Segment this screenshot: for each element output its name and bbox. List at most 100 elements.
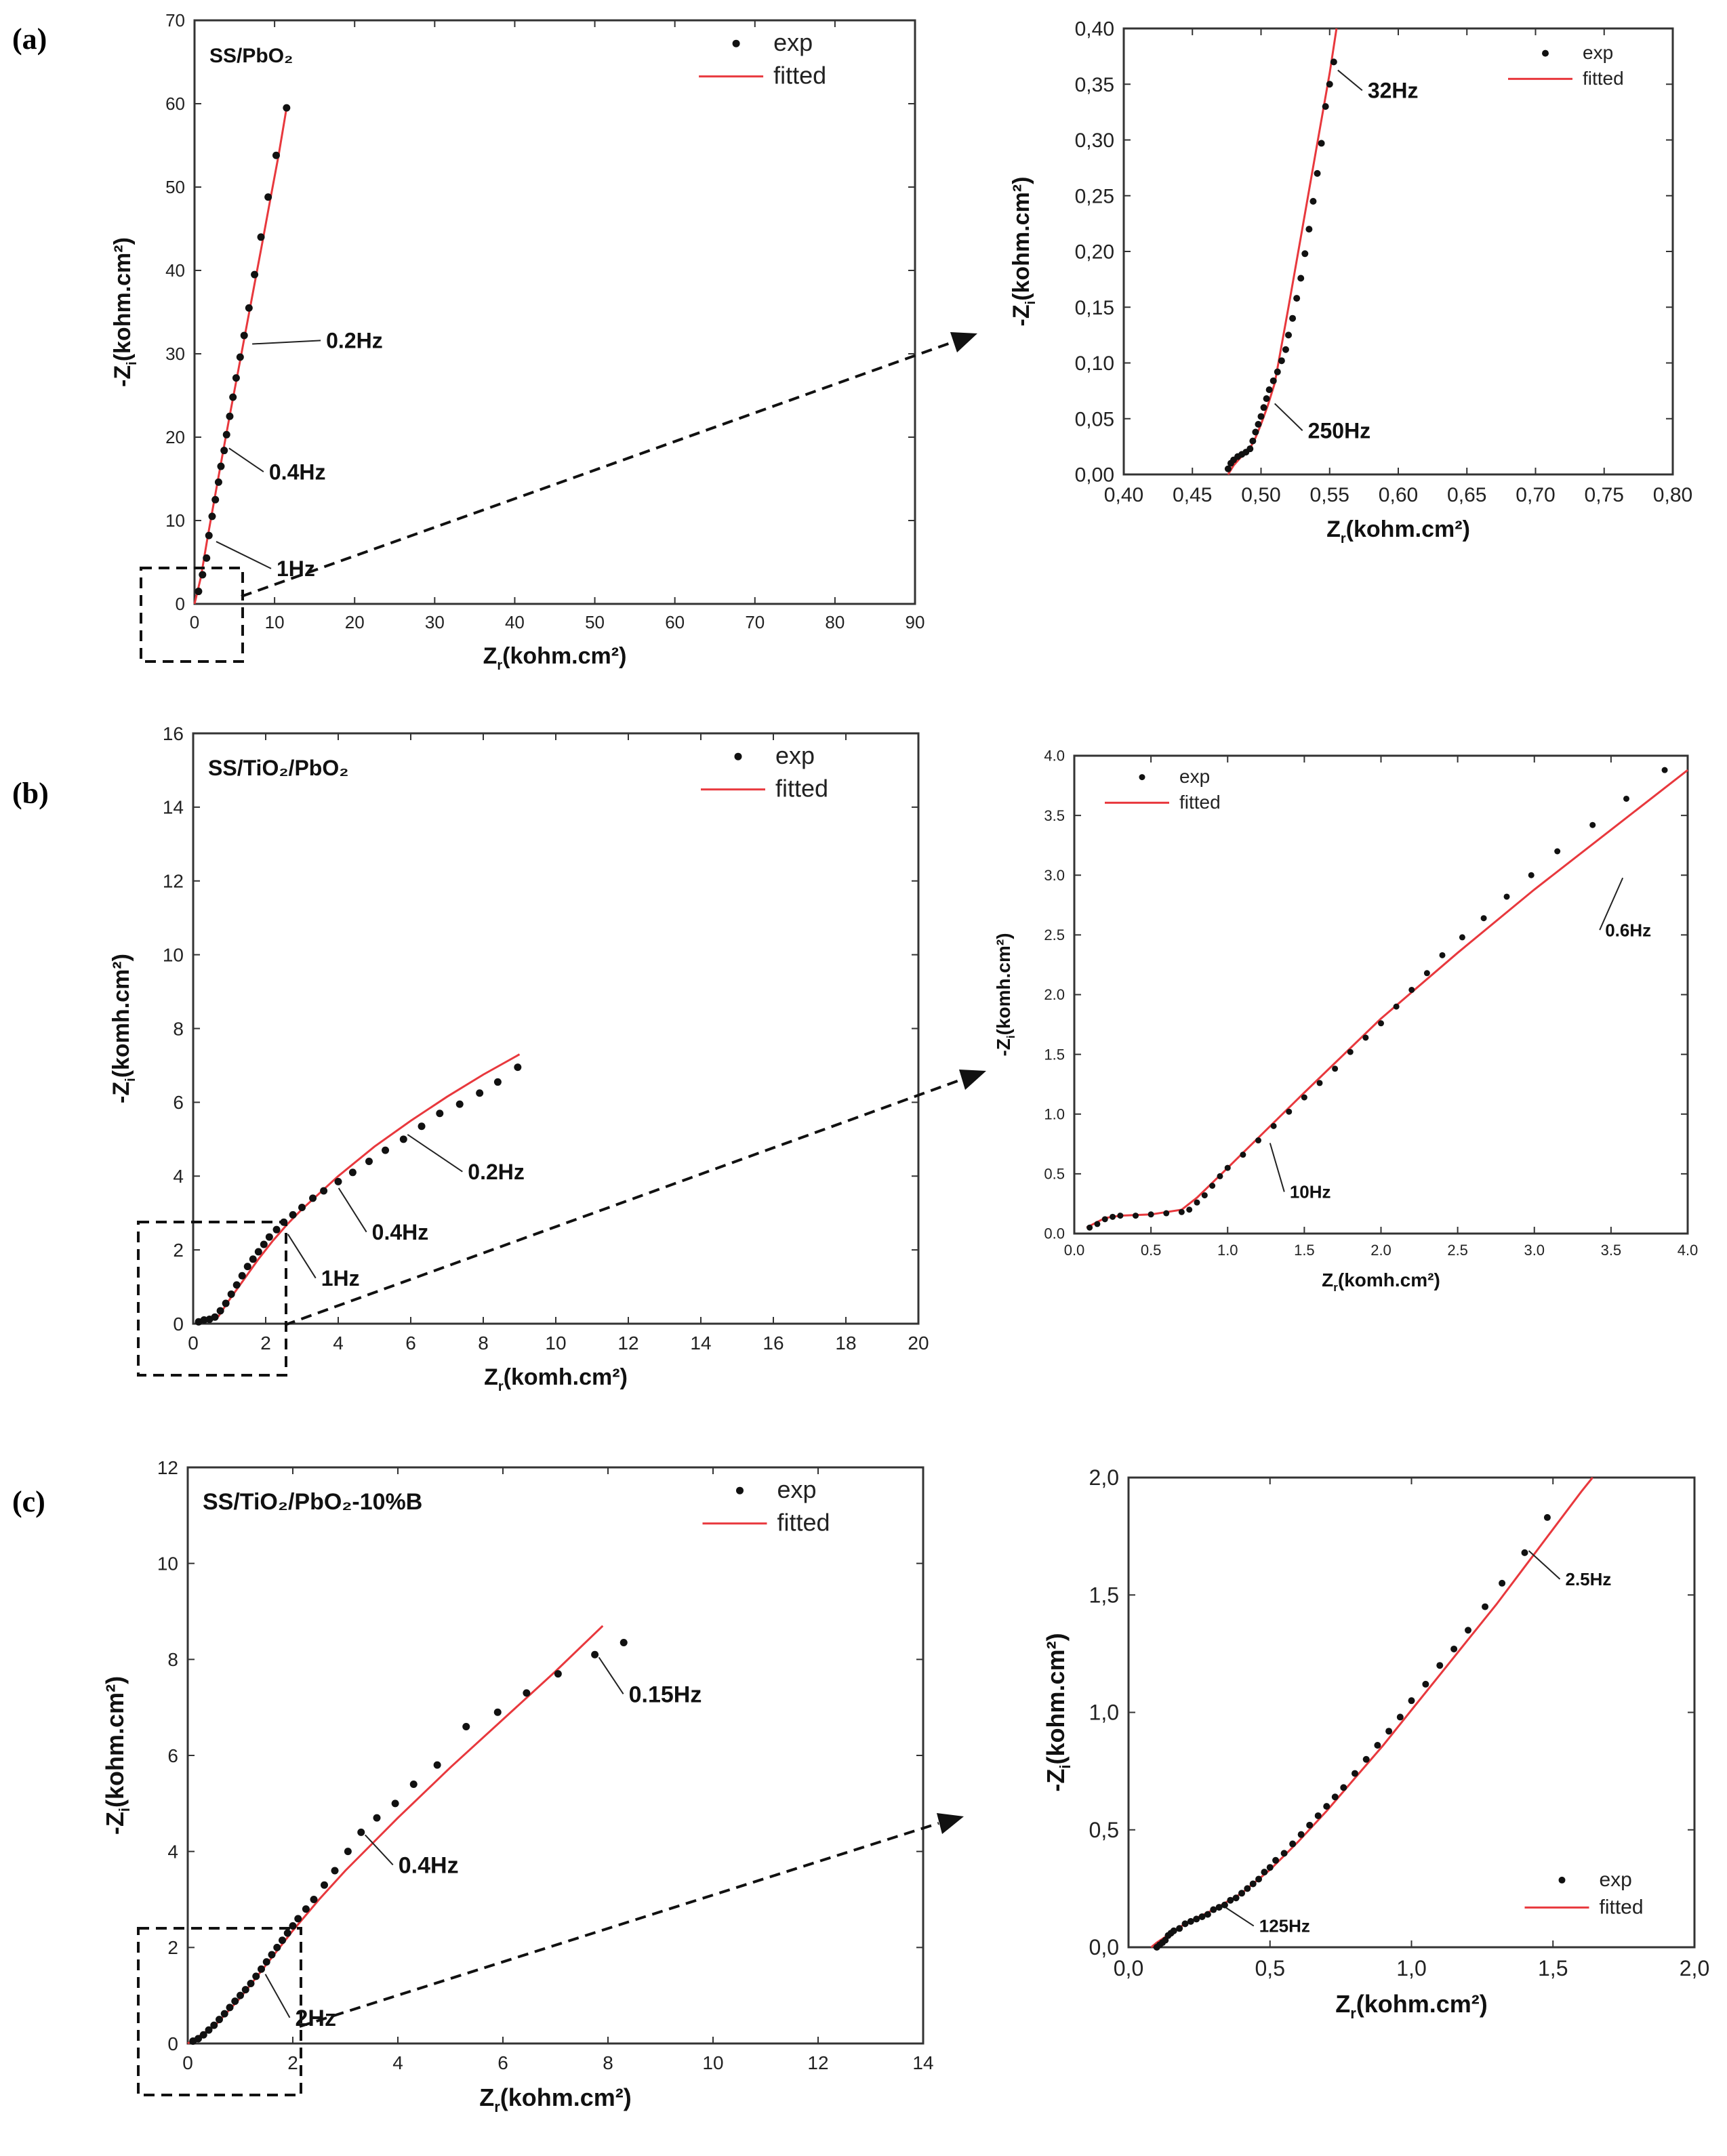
- y-tick-label: 20: [165, 427, 185, 447]
- exp-point: [493, 1708, 502, 1716]
- exp-point: [1176, 1925, 1183, 1932]
- y-tick-label: 16: [163, 723, 184, 744]
- exp-point: [247, 1979, 255, 1987]
- zoom-arrow-a: [241, 341, 953, 598]
- exp-point: [1278, 357, 1285, 365]
- arrowhead-c: [937, 1813, 964, 1834]
- exp-point: [1436, 1662, 1444, 1669]
- x-tick-label: 14: [690, 1333, 711, 1354]
- exp-point: [1589, 821, 1596, 828]
- exp-point: [1378, 1020, 1384, 1027]
- exp-point: [238, 1272, 246, 1280]
- zoom-box-c: [137, 1927, 302, 2096]
- exp-point: [1186, 1206, 1193, 1213]
- exp-point: [1306, 1821, 1314, 1829]
- chart-title: SS/TiO₂/PbO₂: [208, 756, 348, 780]
- exp-point: [1194, 1199, 1200, 1206]
- x-tick-label: 4: [392, 2052, 403, 2073]
- legend-fitted-label: fitted: [777, 1509, 830, 1537]
- exp-point: [1482, 1603, 1489, 1610]
- y-tick-label: 0,20: [1075, 241, 1114, 264]
- annotation-leader: [598, 1656, 624, 1694]
- exp-point: [1255, 1137, 1261, 1144]
- exp-point: [1623, 795, 1629, 802]
- exp-point: [391, 1799, 399, 1808]
- y-tick-label: 8: [173, 1018, 184, 1039]
- x-axis-label: Zr(kohm.cm²): [479, 2083, 632, 2115]
- exp-point: [334, 1177, 342, 1185]
- exp-point: [1352, 1770, 1358, 1777]
- legend-exp-marker: [1558, 1876, 1566, 1884]
- y-tick-label: 4: [173, 1166, 184, 1187]
- exp-point: [462, 1723, 470, 1730]
- exp-point: [476, 1089, 484, 1097]
- exp-point: [1269, 377, 1277, 384]
- exp-point: [1280, 1850, 1288, 1857]
- x-tick-label: 14: [912, 2052, 933, 2073]
- y-axis-label: -Zi(kohm.cm²): [110, 237, 140, 387]
- y-tick-label: 0,15: [1075, 297, 1114, 319]
- x-tick-label: 0,70: [1516, 484, 1555, 506]
- x-tick-label: 0,75: [1585, 484, 1624, 506]
- exp-point: [1314, 169, 1321, 177]
- exp-point: [252, 1972, 260, 1980]
- legend-fitted-label: fitted: [1600, 1896, 1644, 1918]
- exp-point: [436, 1110, 444, 1118]
- exp-point: [254, 1248, 262, 1256]
- exp-point: [1178, 1208, 1185, 1215]
- frequency-annotation: 10Hz: [1290, 1182, 1331, 1202]
- exp-point: [1252, 428, 1259, 436]
- exp-point: [1272, 1856, 1280, 1864]
- x-axis-label: Zr(kohm.cm²): [1326, 516, 1470, 546]
- exp-point: [1480, 915, 1487, 922]
- exp-point: [260, 1240, 268, 1248]
- y-tick-label: 0,25: [1075, 185, 1114, 207]
- annotation-leader: [365, 1834, 394, 1866]
- annotation-leader: [1225, 1907, 1255, 1927]
- exp-point: [1285, 331, 1292, 339]
- exp-point: [1439, 952, 1446, 958]
- x-axis-label: Zr(kohm.cm²): [483, 643, 627, 673]
- x-tick-label: 0,55: [1310, 484, 1349, 506]
- legend-exp-label: exp: [1600, 1869, 1632, 1891]
- exp-point: [344, 1848, 352, 1856]
- y-tick-label: 1,0: [1089, 1701, 1119, 1725]
- plot-frame: [1073, 754, 1689, 1235]
- exp-point: [1422, 1680, 1429, 1688]
- exp-point: [1340, 1784, 1347, 1791]
- exp-point: [433, 1761, 441, 1769]
- exp-point: [231, 1997, 239, 2006]
- exp-point: [1408, 1697, 1415, 1705]
- exp-point: [195, 2035, 202, 2043]
- x-tick-label: 18: [835, 1333, 856, 1354]
- exp-point: [240, 331, 248, 340]
- exp-point: [1261, 1869, 1268, 1876]
- x-tick-label: 4: [333, 1333, 344, 1354]
- exp-point: [1246, 445, 1254, 453]
- exp-point: [249, 1255, 257, 1263]
- exp-point: [1221, 1901, 1228, 1909]
- exp-point: [232, 374, 240, 382]
- exp-point: [523, 1689, 531, 1697]
- exp-point: [619, 1639, 628, 1647]
- x-tick-label: 0,60: [1379, 484, 1418, 506]
- exp-point: [1240, 1152, 1246, 1158]
- exp-point: [302, 1905, 310, 1913]
- exp-point: [1265, 386, 1273, 393]
- zoom-arrow-b: [284, 1078, 962, 1326]
- exp-point: [1322, 103, 1329, 110]
- annotation-leader: [264, 1974, 291, 2018]
- y-tick-label: 2,0: [1089, 1465, 1119, 1490]
- zoom-indicators: [137, 341, 962, 2096]
- exp-point: [1215, 1904, 1223, 1911]
- y-tick-label: 2.0: [1044, 986, 1065, 1003]
- legend-exp-marker: [1542, 49, 1549, 57]
- exp-point: [262, 1958, 270, 1966]
- plot-frame: [192, 732, 920, 1325]
- y-tick-label: 3.5: [1044, 807, 1065, 824]
- exp-point: [237, 1991, 244, 1999]
- x-axis-label: Zr(komh.cm²): [484, 1364, 628, 1394]
- x-tick-label: 80: [825, 612, 845, 632]
- annotation-leader: [1274, 403, 1303, 431]
- exp-point: [1282, 346, 1289, 353]
